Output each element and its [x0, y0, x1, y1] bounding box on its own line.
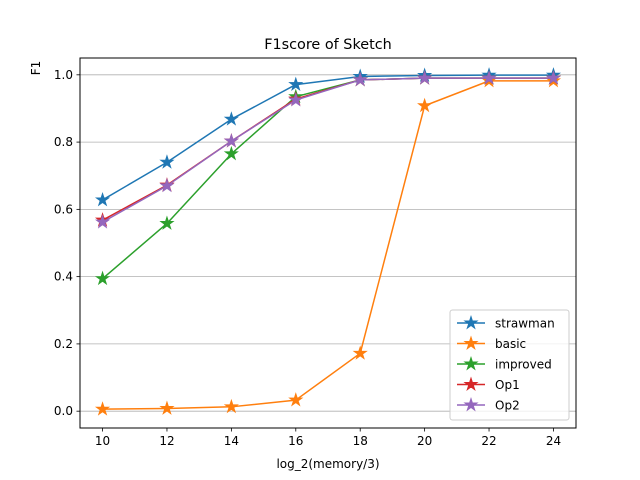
series-line-strawman [102, 74, 554, 201]
data-point-op2 [159, 177, 175, 193]
data-point-strawman [159, 154, 175, 169]
legend-swatch-marker-op2 [463, 397, 479, 412]
legend-swatch-marker-basic [463, 335, 479, 350]
data-point-basic [94, 401, 111, 416]
data-point-basic [352, 345, 368, 360]
legend-label-basic: basic [495, 337, 526, 351]
y-tick-label: 0.6 [54, 202, 73, 216]
x-tick-label: 12 [159, 434, 174, 448]
data-point-op2 [417, 70, 433, 85]
y-tick-label: 0.0 [54, 404, 73, 418]
y-tick-label: 0.2 [54, 337, 73, 351]
x-axis-label: log_2(memory/3) [276, 457, 379, 471]
x-tick-label: 18 [353, 434, 368, 448]
series-line-basic [102, 80, 554, 410]
legend-swatch-marker-strawman [463, 315, 479, 330]
legend: strawman basic improved Op1 Op2 [449, 309, 570, 421]
data-point-strawman [288, 76, 304, 92]
data-point-improved [223, 145, 239, 161]
plot-frame [79, 57, 577, 429]
data-point-improved [159, 215, 175, 230]
data-point-basic [417, 97, 433, 113]
data-point-op2 [223, 133, 239, 148]
axis-layer: 0.0 0.2 0.4 0.6 0.8 1.0 10 12 14 16 18 20 22 24 [54, 68, 561, 448]
x-tick-label: 20 [417, 434, 432, 448]
x-tick-label: 10 [95, 434, 110, 448]
legend-label-op1: Op1 [495, 378, 520, 392]
x-tick-label: 14 [224, 434, 239, 448]
data-point-basic [223, 398, 239, 414]
y-axis-label: F1 [29, 61, 43, 76]
x-tick-label: 22 [481, 434, 496, 448]
data-point-basic [288, 392, 304, 407]
legend-box [449, 309, 570, 421]
data-point-strawman [94, 191, 111, 207]
x-tick-label: 24 [546, 434, 561, 448]
y-tick-label: 0.8 [54, 135, 73, 149]
data-point-op2 [481, 70, 497, 85]
x-tick-label: 16 [288, 434, 303, 448]
data-point-improved [94, 270, 111, 286]
data-point-op2 [94, 214, 111, 229]
legend-label-improved: improved [495, 358, 552, 372]
legend-swatch-marker-improved [463, 356, 479, 371]
series-layer [94, 67, 562, 416]
legend-swatch-marker-op1 [463, 376, 479, 391]
data-point-strawman [223, 111, 239, 126]
chart-title: F1score of Sketch [264, 37, 392, 53]
data-point-op2 [352, 71, 368, 87]
data-point-basic [159, 400, 175, 415]
y-tick-label: 1.0 [54, 68, 73, 82]
y-tick-label: 0.4 [54, 270, 73, 284]
data-point-op2 [288, 92, 304, 107]
series-line-op2 [102, 77, 554, 223]
data-point-op2 [545, 70, 562, 85]
legend-label-strawman: strawman [495, 317, 555, 331]
legend-label-op2: Op2 [495, 399, 520, 413]
